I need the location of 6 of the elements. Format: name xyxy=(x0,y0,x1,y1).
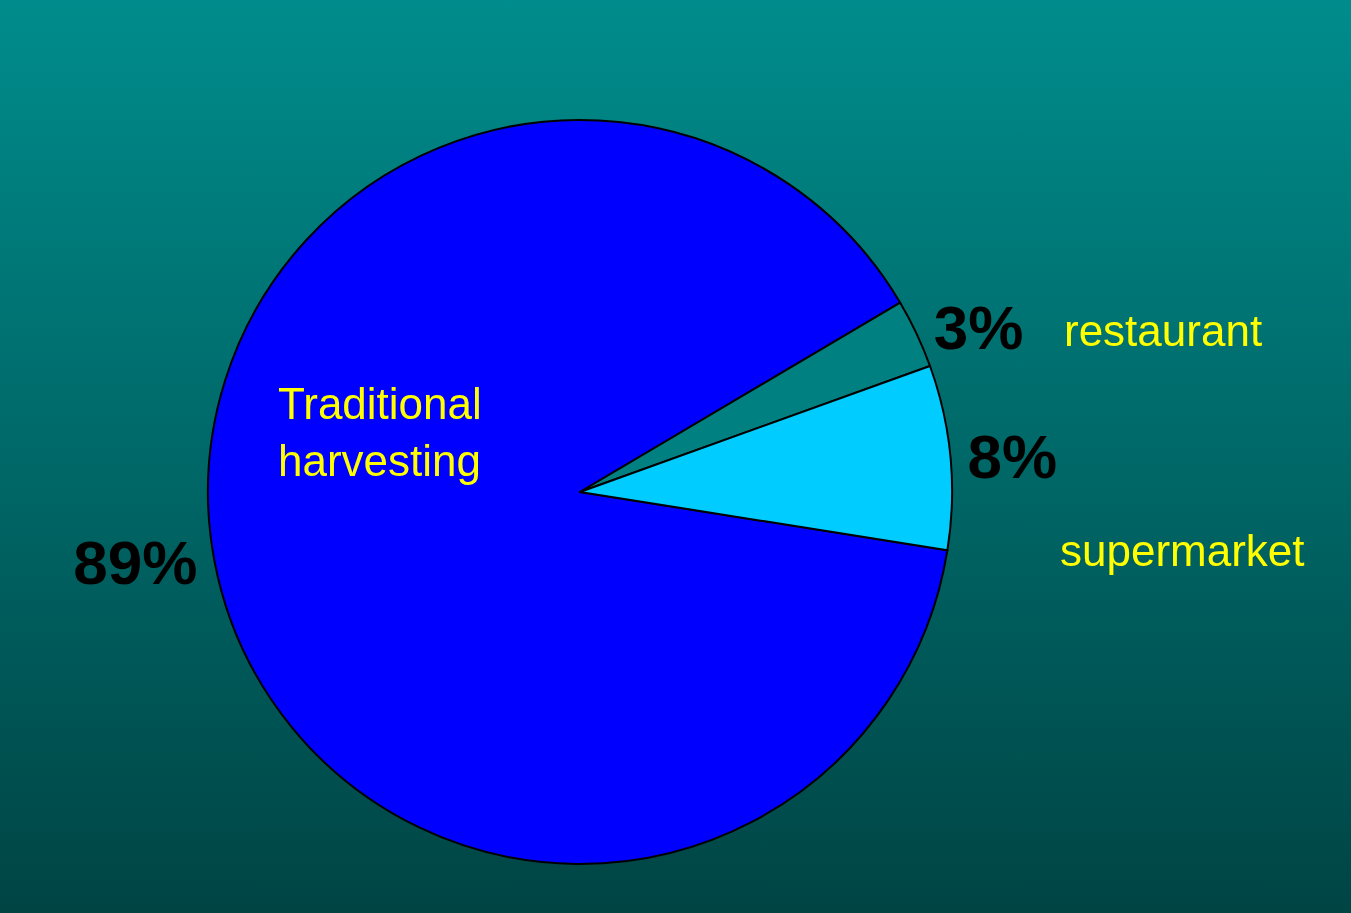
data-label: 8% xyxy=(967,422,1058,492)
data-label: 3% xyxy=(933,292,1024,362)
data-label: 89% xyxy=(73,528,198,598)
slice-label: supermarket xyxy=(1060,526,1305,575)
slice-label: restaurant xyxy=(1064,306,1263,355)
slice-label: Traditional harvesting xyxy=(278,379,482,486)
